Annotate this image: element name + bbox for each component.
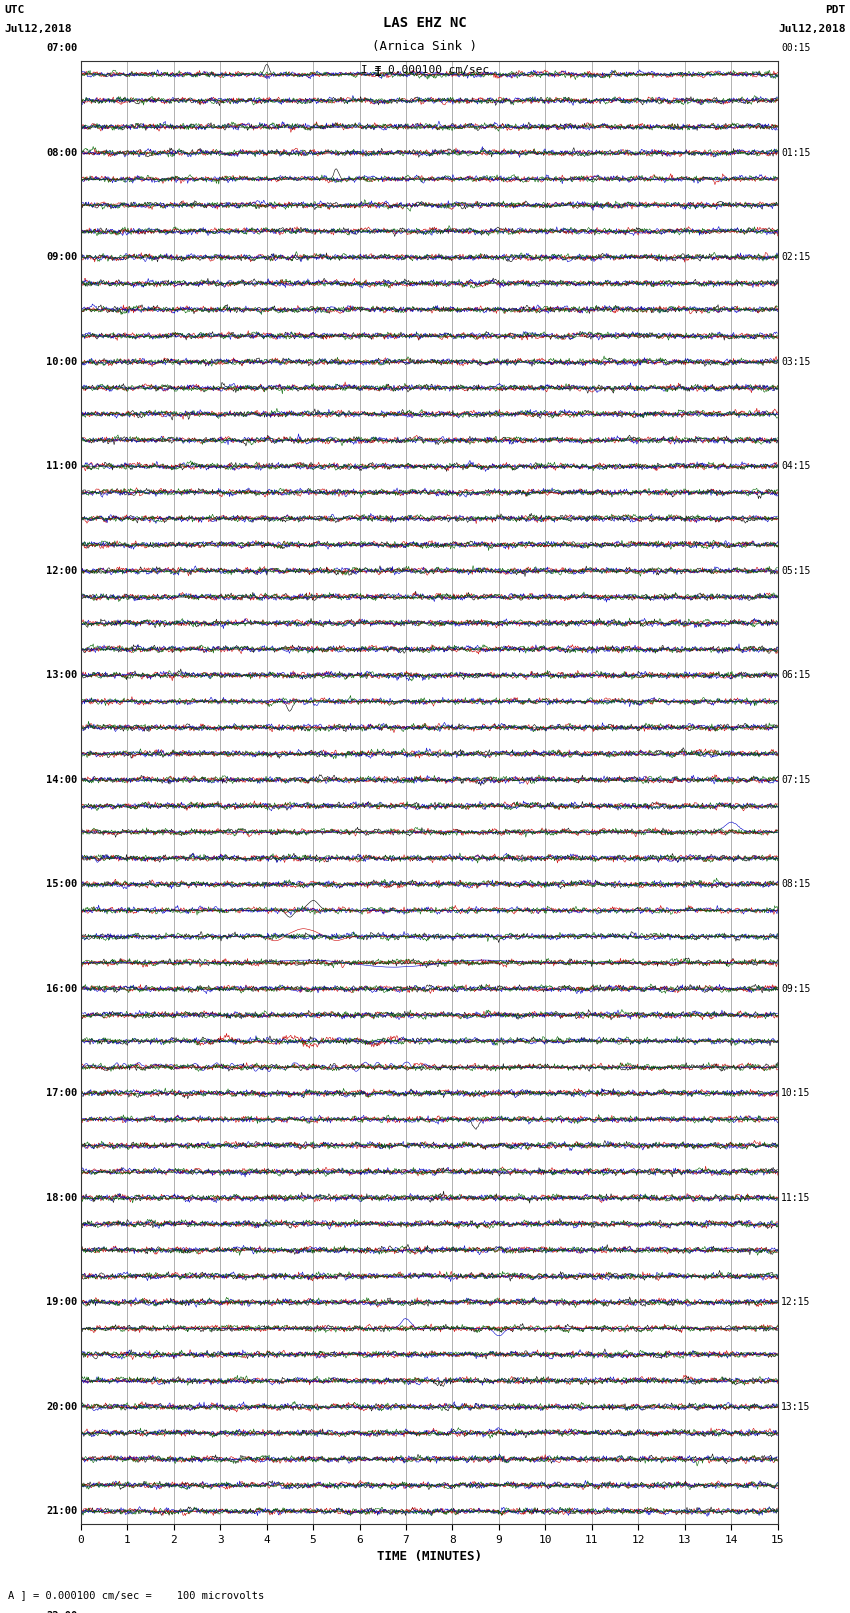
Text: I = 0.000100 cm/sec: I = 0.000100 cm/sec <box>361 65 489 74</box>
Text: 05:15: 05:15 <box>781 566 811 576</box>
Text: 07:15: 07:15 <box>781 774 811 786</box>
Text: 11:00: 11:00 <box>46 461 77 471</box>
Text: 09:00: 09:00 <box>46 252 77 263</box>
Text: 19:00: 19:00 <box>46 1297 77 1307</box>
Text: UTC: UTC <box>4 5 25 15</box>
Text: 15:00: 15:00 <box>46 879 77 889</box>
Text: 06:15: 06:15 <box>781 671 811 681</box>
Text: 09:15: 09:15 <box>781 984 811 994</box>
Text: 10:00: 10:00 <box>46 356 77 366</box>
Text: 13:00: 13:00 <box>46 671 77 681</box>
Text: A ] = 0.000100 cm/sec =    100 microvolts: A ] = 0.000100 cm/sec = 100 microvolts <box>8 1590 264 1600</box>
Text: 18:00: 18:00 <box>46 1192 77 1203</box>
Text: 04:15: 04:15 <box>781 461 811 471</box>
Text: 22:00: 22:00 <box>46 1611 77 1613</box>
Text: 02:15: 02:15 <box>781 252 811 263</box>
Text: 16:00: 16:00 <box>46 984 77 994</box>
Text: 12:15: 12:15 <box>781 1297 811 1307</box>
Text: 12:00: 12:00 <box>46 566 77 576</box>
Text: 08:00: 08:00 <box>46 148 77 158</box>
Text: 00:15: 00:15 <box>781 44 811 53</box>
Text: 11:15: 11:15 <box>781 1192 811 1203</box>
Text: 21:00: 21:00 <box>46 1507 77 1516</box>
Text: 10:15: 10:15 <box>781 1089 811 1098</box>
Text: Jul12,2018: Jul12,2018 <box>779 24 846 34</box>
Text: LAS EHZ NC: LAS EHZ NC <box>383 16 467 31</box>
Text: (Arnica Sink ): (Arnica Sink ) <box>372 40 478 53</box>
Text: PDT: PDT <box>825 5 846 15</box>
Text: 17:00: 17:00 <box>46 1089 77 1098</box>
Text: 13:15: 13:15 <box>781 1402 811 1411</box>
Text: 14:00: 14:00 <box>46 774 77 786</box>
Text: 20:00: 20:00 <box>46 1402 77 1411</box>
Text: 07:00: 07:00 <box>46 44 77 53</box>
Text: 01:15: 01:15 <box>781 148 811 158</box>
X-axis label: TIME (MINUTES): TIME (MINUTES) <box>377 1550 482 1563</box>
Text: I: I <box>374 65 382 79</box>
Text: Jul12,2018: Jul12,2018 <box>4 24 71 34</box>
Text: 08:15: 08:15 <box>781 879 811 889</box>
Text: 03:15: 03:15 <box>781 356 811 366</box>
